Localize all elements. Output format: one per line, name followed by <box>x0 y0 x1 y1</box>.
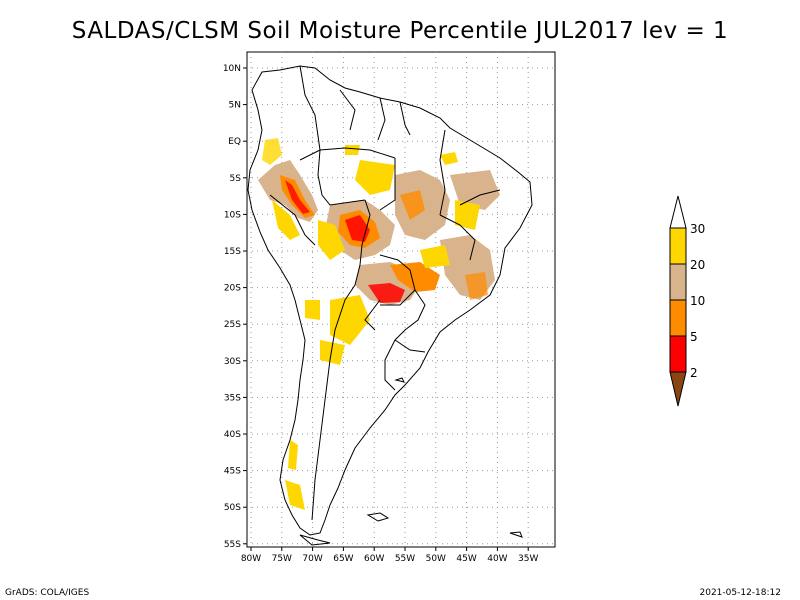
colorbar-label: 2 <box>690 366 698 380</box>
islands <box>299 377 523 546</box>
lat-tick-label: 10N <box>223 64 241 74</box>
lat-tick-label: 5N <box>229 101 241 111</box>
graticule: 10N 5N EQ 5S 10S 15S 20S 25S 30S 35S 40S 45S 50S 55S8… <box>223 52 555 564</box>
lon-tick-label: 75W <box>272 554 292 564</box>
lat-tick-label: 45S <box>224 467 241 477</box>
footer-credit: GrADS: COLA/IGES <box>5 588 90 598</box>
colorbar-label: 30 <box>690 222 706 236</box>
lon-tick-label: 65W <box>333 554 353 564</box>
lat-tick-label: 30S <box>224 357 241 367</box>
lat-tick-label: 20S <box>224 284 241 294</box>
colorbar-segment-below-2 <box>669 371 687 407</box>
colorbar-label: 10 <box>690 294 706 308</box>
lat-tick-label: 40S <box>224 430 241 440</box>
footer-timestamp: 2021-05-12-18:12 <box>699 588 782 598</box>
colorbar-segment-20-30 <box>669 227 687 265</box>
lat-tick-label: 50S <box>224 503 241 513</box>
map-title: SALDAS/CLSM Soil Moisture Percentile JUL… <box>71 18 729 44</box>
lat-tick-label: 10S <box>224 210 241 220</box>
lat-tick-label: 5S <box>230 174 242 184</box>
lon-tick-label: 45W <box>456 554 476 564</box>
lat-tick-label: EQ <box>228 137 241 147</box>
lon-tick-label: 55W <box>395 554 415 564</box>
lat-tick-label: 15S <box>224 247 241 257</box>
lat-tick-label: 25S <box>224 320 241 330</box>
lon-tick-label: 50W <box>426 554 446 564</box>
colorbar-label: 5 <box>690 330 698 344</box>
colorbar-segment-10-20 <box>669 263 687 301</box>
moisture-shading <box>258 138 500 510</box>
colorbar-segment-5-10 <box>669 299 687 337</box>
colorbar <box>669 195 687 407</box>
colorbar-segment-above-30 <box>669 195 687 229</box>
lat-tick-label: 55S <box>224 540 241 550</box>
lon-tick-label: 40W <box>487 554 507 564</box>
lon-tick-label: 80W <box>241 554 261 564</box>
colorbar-segment-2-5 <box>669 335 687 373</box>
colorbar-label: 20 <box>690 258 706 272</box>
lon-tick-label: 35W <box>518 554 538 564</box>
lat-tick-label: 35S <box>224 393 241 403</box>
coastline-outline <box>247 65 533 536</box>
lon-tick-label: 70W <box>302 554 322 564</box>
lon-tick-label: 60W <box>364 554 384 564</box>
